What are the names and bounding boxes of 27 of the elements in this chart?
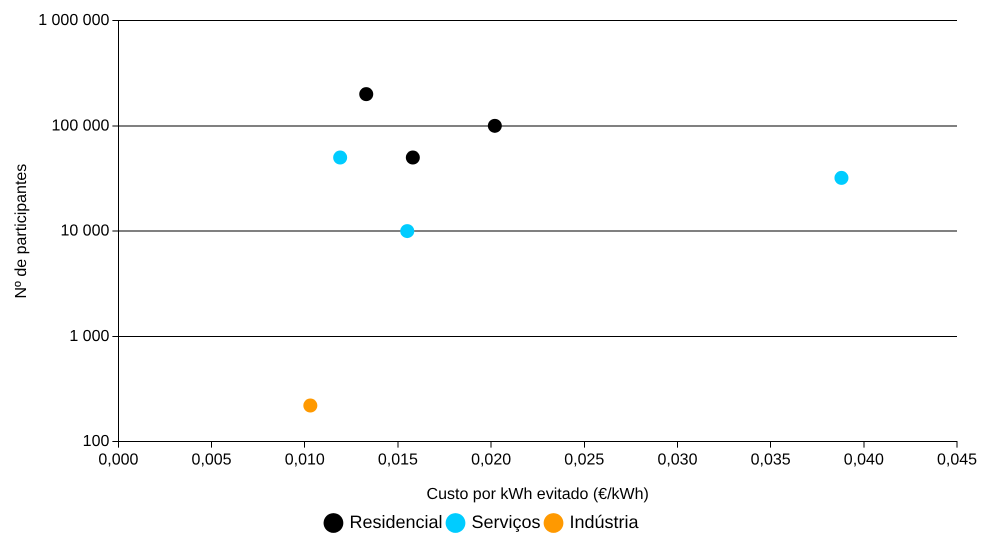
x-tick-label: 0,020: [471, 452, 512, 469]
point: [359, 87, 374, 102]
y-tick-label: 1 000 000: [38, 12, 110, 30]
x-tick-label: 0,045: [936, 452, 978, 469]
y-tick-label: 10 000: [60, 222, 110, 240]
y-tick-label: 100: [82, 433, 110, 450]
legend-label: Indústria: [570, 512, 640, 532]
x-tick-label: 0,015: [378, 452, 418, 469]
legend-label: Residencial: [349, 512, 443, 532]
y-tick-label: 1 000: [69, 328, 110, 345]
y-tick-label: 100 000: [52, 117, 110, 134]
point: [400, 224, 414, 238]
x-tick-label: 0,005: [192, 452, 232, 469]
x-tick-label: 0,035: [750, 452, 791, 469]
x-tick-label: 0,030: [657, 452, 698, 469]
x-tick-label: 0,025: [564, 452, 604, 469]
legend-label: Serviços: [471, 512, 541, 532]
x-axis-title: Custo por kWh evitado (€/kWh): [426, 486, 649, 503]
point: [406, 150, 420, 165]
x-tick-label: 0,010: [284, 452, 325, 469]
y-axis-title: Nº de participantes: [13, 164, 30, 299]
point: [333, 150, 348, 165]
point: [834, 170, 848, 185]
point: [488, 118, 502, 133]
x-tick-label: 0,000: [98, 452, 138, 469]
point: [303, 398, 318, 413]
x-tick-label: 0,040: [844, 452, 884, 469]
